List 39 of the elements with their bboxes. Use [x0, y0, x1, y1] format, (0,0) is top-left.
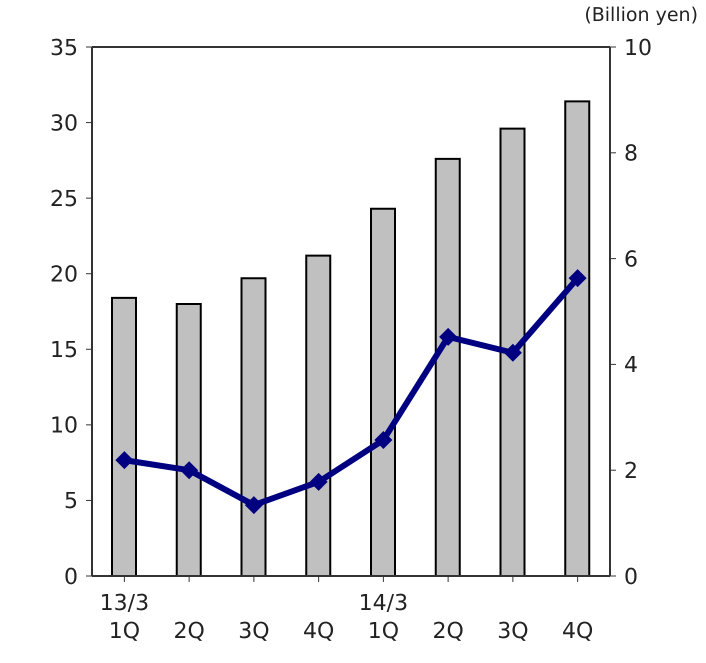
- bar: [111, 296, 137, 576]
- y2-tick-label: 2: [624, 459, 638, 484]
- y-tick-label: 20: [50, 262, 78, 288]
- point: [244, 496, 263, 514]
- x-tick-label: 3Q: [497, 619, 529, 644]
- point: [180, 461, 198, 480]
- x-tick-label: 14/3 1Q: [358, 591, 408, 644]
- point: [115, 451, 134, 470]
- bar: [240, 277, 266, 576]
- bar: [564, 100, 590, 576]
- bar: [370, 208, 396, 576]
- y-tick-label: 5: [64, 489, 78, 514]
- bar: [500, 128, 526, 576]
- bar: [434, 158, 461, 576]
- point: [504, 344, 522, 362]
- y-tick-label: 15: [50, 338, 78, 364]
- bar: [176, 302, 202, 576]
- point: [310, 472, 328, 491]
- x-tick-label: 2Q: [173, 619, 205, 644]
- y-tick-label: 30: [50, 111, 78, 136]
- point: [374, 431, 392, 450]
- y2-tick-label: 0: [624, 564, 638, 590]
- x-tick-label: 13/3 1Q: [100, 591, 150, 644]
- x-tick-label: 3Q: [238, 619, 270, 644]
- y-tick-label: 35: [50, 36, 78, 61]
- x-tick-label: 4Q: [562, 619, 594, 644]
- y2-tick-label: 8: [624, 142, 638, 167]
- y2-tick-label: 4: [624, 353, 638, 378]
- y2-tick-label: 6: [624, 247, 638, 272]
- bar: [305, 254, 332, 576]
- x-tick-label: 4Q: [302, 619, 334, 644]
- point: [568, 269, 587, 288]
- y-tick-label: 25: [50, 186, 78, 212]
- y-tick-label: 10: [50, 414, 78, 439]
- y2-axis-title: (Billion yen): [584, 4, 698, 26]
- y-tick-label: 0: [64, 564, 78, 590]
- point: [439, 328, 458, 346]
- x-tick-label: 2Q: [432, 619, 464, 644]
- y2-tick-label: 10: [624, 36, 652, 61]
